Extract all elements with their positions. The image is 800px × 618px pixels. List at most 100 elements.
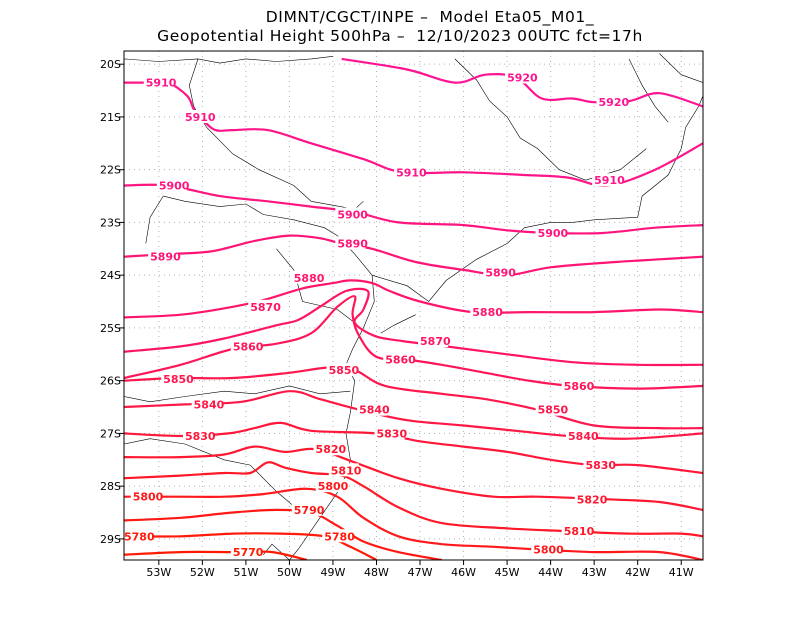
contour-label: 5800 [133, 491, 164, 504]
contour-label-bg [156, 178, 187, 192]
contour-label-bg [326, 363, 357, 377]
contour-label: 5910 [185, 111, 216, 124]
contour-label-bg [335, 236, 366, 250]
contour-label-bg [583, 458, 614, 472]
contour-5780 [124, 532, 377, 560]
map-title-line-1: DIMNT/CGCT/INPE – Model Eta05_M01_ [265, 8, 595, 26]
contour-label-bg [596, 95, 627, 109]
contour-label-bg [313, 442, 344, 456]
contour-label: 5890 [337, 238, 368, 251]
contour-label-bg [535, 402, 566, 416]
contour-label: 5780 [324, 530, 355, 543]
contour-label: 5910 [396, 166, 427, 179]
y-tick-label: 23S [100, 216, 121, 229]
contour-label: 5870 [250, 301, 281, 314]
contour-5890 [124, 234, 703, 277]
contour-label: 5770 [233, 546, 264, 559]
contour-label-bg [291, 502, 322, 516]
y-tick-label: 26S [100, 375, 121, 388]
border-line [628, 58, 669, 123]
border-line [124, 385, 351, 403]
contour-5870 [124, 287, 703, 367]
y-axis-ticks: 20S 21S 22S 23S 24S 25S 26S 27S 28S 29S [100, 58, 124, 546]
x-tick-label: 47W [408, 566, 433, 579]
x-axis-ticks: 53W 52W 51W 50W 49W 48W 47W 46W 45W 44W 43W 42W 41W [146, 560, 694, 579]
y-tick-label: 22S [100, 164, 121, 177]
contour-5810 [124, 461, 703, 538]
contour-label: 5870 [420, 335, 451, 348]
contour-label-bg [561, 523, 592, 537]
x-tick-label: 46W [451, 566, 476, 579]
contour-label-bg [124, 529, 152, 543]
contour-label-bg [182, 109, 213, 123]
contour-5820 [124, 445, 703, 511]
contour-label-bg [418, 334, 449, 348]
contour-label-bg [574, 492, 605, 506]
contour-label: 5840 [194, 398, 225, 411]
contour-label-bg [535, 225, 566, 239]
border-line [124, 56, 334, 64]
x-tick-label: 48W [364, 566, 389, 579]
contour-label-bg [383, 352, 414, 366]
contour-label: 5880 [294, 272, 325, 285]
contour-label-bg [248, 299, 279, 313]
border-line [145, 195, 164, 244]
contour-label: 5850 [538, 404, 569, 417]
contour-label: 5840 [359, 404, 390, 417]
contour-5860 [124, 295, 703, 390]
contour-label: 5840 [568, 430, 599, 443]
contour-label-bg [230, 339, 261, 353]
x-tick-label: 43W [582, 566, 607, 579]
contour-5800 [124, 487, 703, 560]
contour-label: 5890 [485, 267, 516, 280]
contour-5900 [124, 183, 703, 235]
x-tick-label: 50W [277, 566, 302, 579]
height-contours [124, 57, 703, 560]
x-tick-label: 53W [146, 566, 171, 579]
contour-label: 5860 [233, 340, 264, 353]
contour-label: 5800 [318, 480, 349, 493]
contour-label: 5880 [472, 306, 503, 319]
contour-label-bg [130, 489, 161, 503]
contour-label: 5810 [564, 525, 595, 538]
border-line [337, 95, 703, 302]
border-line [163, 195, 338, 236]
y-tick-label: 27S [100, 427, 121, 440]
x-tick-label: 42W [625, 566, 650, 579]
y-tick-label: 24S [100, 269, 121, 282]
contour-label: 5910 [146, 77, 177, 90]
contour-5880 [124, 279, 703, 319]
x-tick-label: 51W [233, 566, 258, 579]
contour-label: 5820 [316, 443, 347, 456]
border-line [188, 58, 364, 210]
contour-label: 5850 [329, 364, 360, 377]
contour-label-bg [505, 70, 536, 84]
border-line [276, 248, 355, 323]
contour-label: 5820 [577, 493, 608, 506]
contour-label-bg [561, 378, 592, 392]
contour-label-bg [394, 165, 425, 179]
contour-label: 5900 [538, 227, 569, 240]
contour-label: 5910 [594, 174, 625, 187]
border-line [380, 314, 416, 334]
contour-label-bg [161, 372, 192, 386]
contour-label: 5920 [599, 96, 630, 109]
coastline-and-borders [124, 53, 703, 560]
y-tick-label: 29S [100, 533, 121, 546]
contour-label-bg [148, 249, 179, 263]
x-tick-label: 44W [538, 566, 563, 579]
plot-frame [123, 50, 704, 561]
contour-label: 5790 [294, 504, 325, 517]
y-tick-label: 25S [100, 322, 121, 335]
contour-5920 [341, 57, 703, 108]
contour-label: 5830 [185, 430, 216, 443]
contour-label-bg [335, 207, 366, 221]
contour-label-bg [191, 397, 222, 411]
contour-label: 5830 [376, 427, 407, 440]
x-tick-label: 41W [669, 566, 694, 579]
contour-5850 [124, 366, 703, 430]
contour-label-bg [592, 173, 623, 187]
contour-label-bg [182, 429, 213, 443]
contour-labels: 5920 5920 5910 5910 5910 5910 5900 5900 5900 5890… [124, 70, 630, 559]
y-tick-label: 28S [100, 480, 121, 493]
